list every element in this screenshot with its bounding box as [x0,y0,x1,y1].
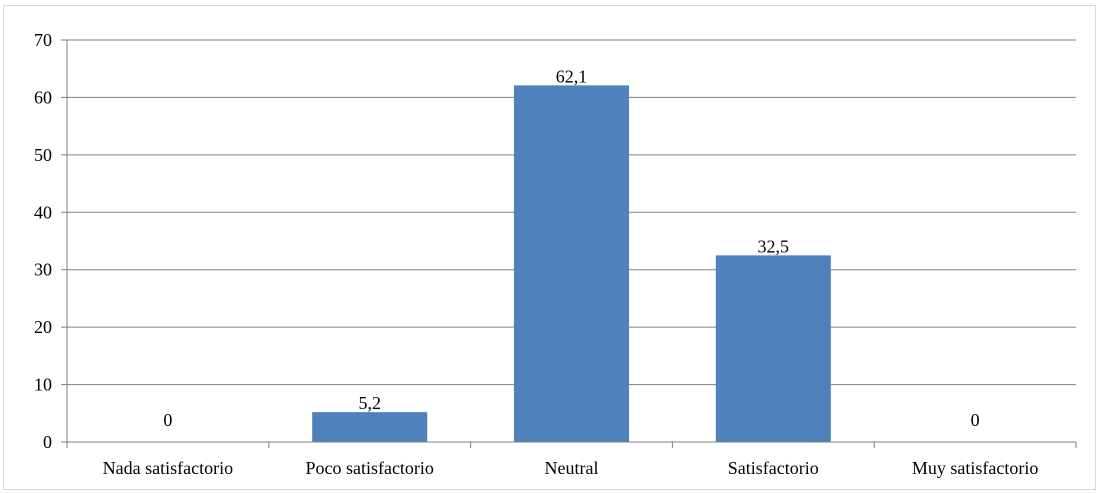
category-label-1: Nada satisfactorio [103,458,233,478]
y-tick-label: 50 [34,145,52,165]
y-tick-label: 10 [34,375,52,395]
category-label-5: Muy satisfactorio [912,458,1038,478]
axes [61,39,1077,448]
data-label-5: 0 [971,410,980,430]
category-label-4: Satisfactorio [728,458,819,478]
data-label-1: 0 [163,410,172,430]
y-tick-label: 20 [34,317,52,337]
data-label-3: 62,1 [556,66,588,86]
y-tick-label: 30 [34,260,52,280]
bar-4 [715,255,831,442]
bars [312,85,831,443]
category-label-3: Neutral [545,458,599,478]
data-label-4: 32,5 [758,236,790,256]
bar-3 [513,85,630,443]
bar-2 [312,412,428,442]
category-label-2: Poco satisfactorio [305,458,433,478]
data-label-2: 5,2 [358,393,381,413]
labels: 0 10 20 30 40 50 60 70 0 Nada satisfactorio 5,2 Poc… [34,30,1038,478]
y-tick-label: 0 [43,432,52,452]
y-tick-label: 70 [34,30,52,50]
y-tick-label: 40 [34,202,52,222]
y-tick-label: 60 [34,87,52,107]
